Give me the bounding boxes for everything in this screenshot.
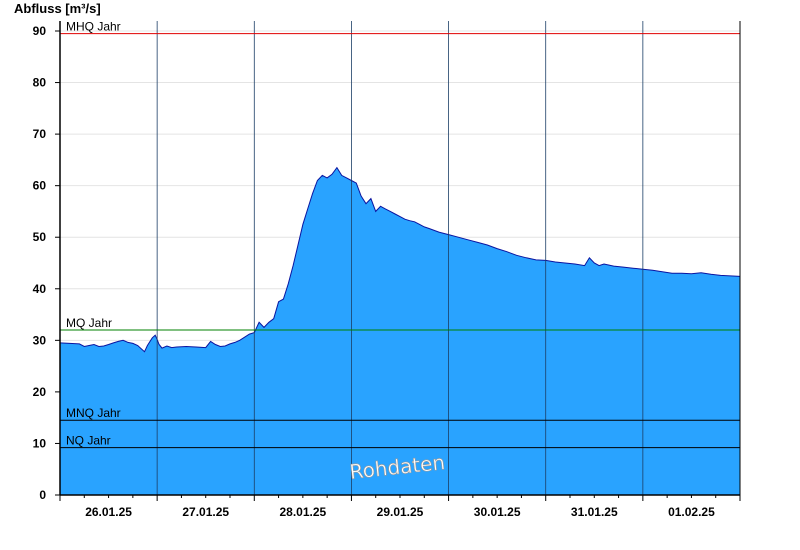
x-tick-label: 26.01.25	[85, 505, 132, 519]
x-tick-label: 01.02.25	[668, 505, 715, 519]
reference-label: MHQ Jahr	[66, 20, 121, 34]
y-tick-label: 60	[33, 179, 47, 193]
x-tick-label: 30.01.25	[474, 505, 521, 519]
x-tick-label: 28.01.25	[279, 505, 326, 519]
x-tick-label: 29.01.25	[377, 505, 424, 519]
reference-label: MQ Jahr	[66, 316, 112, 330]
y-tick-label: 90	[33, 24, 47, 38]
y-tick-label: 20	[33, 385, 47, 399]
y-tick-label: 50	[33, 230, 47, 244]
reference-lines: MHQ Jahr MQ Jahr MNQ Jahr NQ Jahr	[60, 20, 740, 449]
y-tick-label: 0	[39, 488, 46, 502]
reference-label: MNQ Jahr	[66, 406, 121, 420]
y-axis-title: Abfluss [m³/s]	[14, 1, 101, 16]
series-line	[59, 166, 741, 353]
y-tick-label: 70	[33, 127, 47, 141]
area-fill	[60, 167, 740, 495]
x-tick-label: 31.01.25	[571, 505, 618, 519]
discharge-area	[59, 166, 741, 495]
y-tick-label: 30	[33, 333, 47, 347]
day-separators	[156, 21, 644, 495]
y-tick-label: 10	[33, 436, 47, 450]
reference-label: NQ Jahr	[66, 434, 111, 448]
x-tick-label: 27.01.25	[182, 505, 229, 519]
y-tick-label: 80	[33, 76, 47, 90]
y-tick-label: 40	[33, 282, 47, 296]
axes: 0 10 20 30 40 50 60 70 80 90 26.01.25 27.01.25 28.01…	[33, 21, 741, 519]
